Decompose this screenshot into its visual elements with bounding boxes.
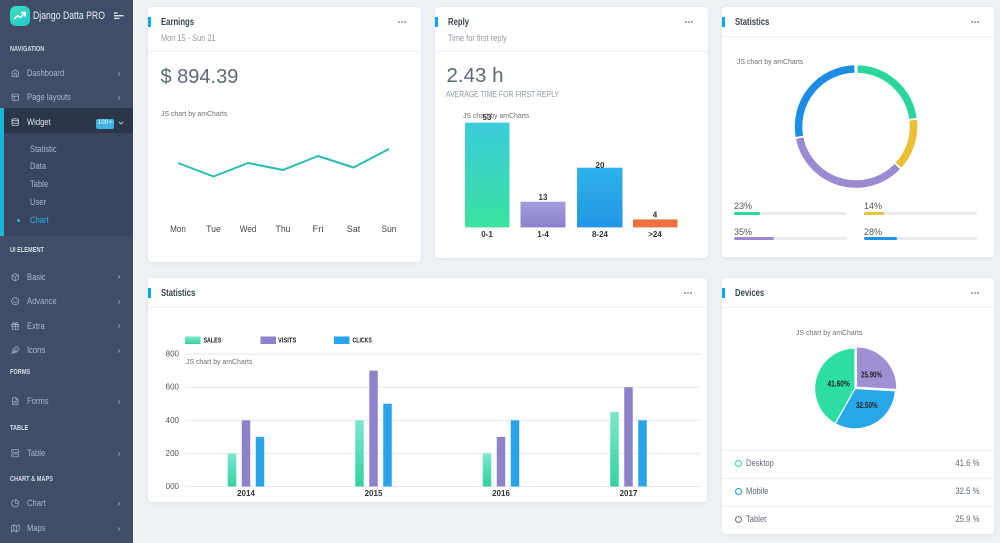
svg-text:41.60%: 41.60% [828,380,850,389]
svg-text:0-1: 0-1 [481,230,493,239]
svg-text:000: 000 [166,482,180,491]
svg-text:Wed: Wed [240,224,257,235]
svg-text:8-24: 8-24 [592,230,609,239]
svg-text:25.90%: 25.90% [861,371,882,380]
svg-text:CLICKS: CLICKS [353,336,372,345]
svg-text:Tue: Tue [206,224,221,235]
svg-text:Sun: Sun [382,224,397,235]
svg-text:13: 13 [539,193,548,202]
svg-text:400: 400 [166,416,180,425]
svg-text:53: 53 [483,113,492,122]
svg-text:20: 20 [596,161,605,170]
svg-text:600: 600 [166,383,180,392]
svg-text:4: 4 [653,211,658,220]
svg-text:32.50%: 32.50% [856,401,878,410]
svg-text:VISITS: VISITS [278,336,296,345]
svg-text:SALES: SALES [204,336,222,345]
svg-text:200: 200 [166,449,180,458]
svg-text:>24: >24 [648,230,662,239]
svg-text:2017: 2017 [620,489,638,498]
svg-text:Fri: Fri [313,224,324,235]
svg-text:Thu: Thu [276,224,291,235]
svg-text:2016: 2016 [492,489,510,498]
svg-text:2015: 2015 [365,489,383,498]
svg-text:Mon: Mon [170,224,186,235]
svg-text:Sat: Sat [347,224,361,235]
svg-text:1-4: 1-4 [537,230,549,239]
svg-text:800: 800 [166,350,180,359]
svg-text:2014: 2014 [237,489,255,498]
